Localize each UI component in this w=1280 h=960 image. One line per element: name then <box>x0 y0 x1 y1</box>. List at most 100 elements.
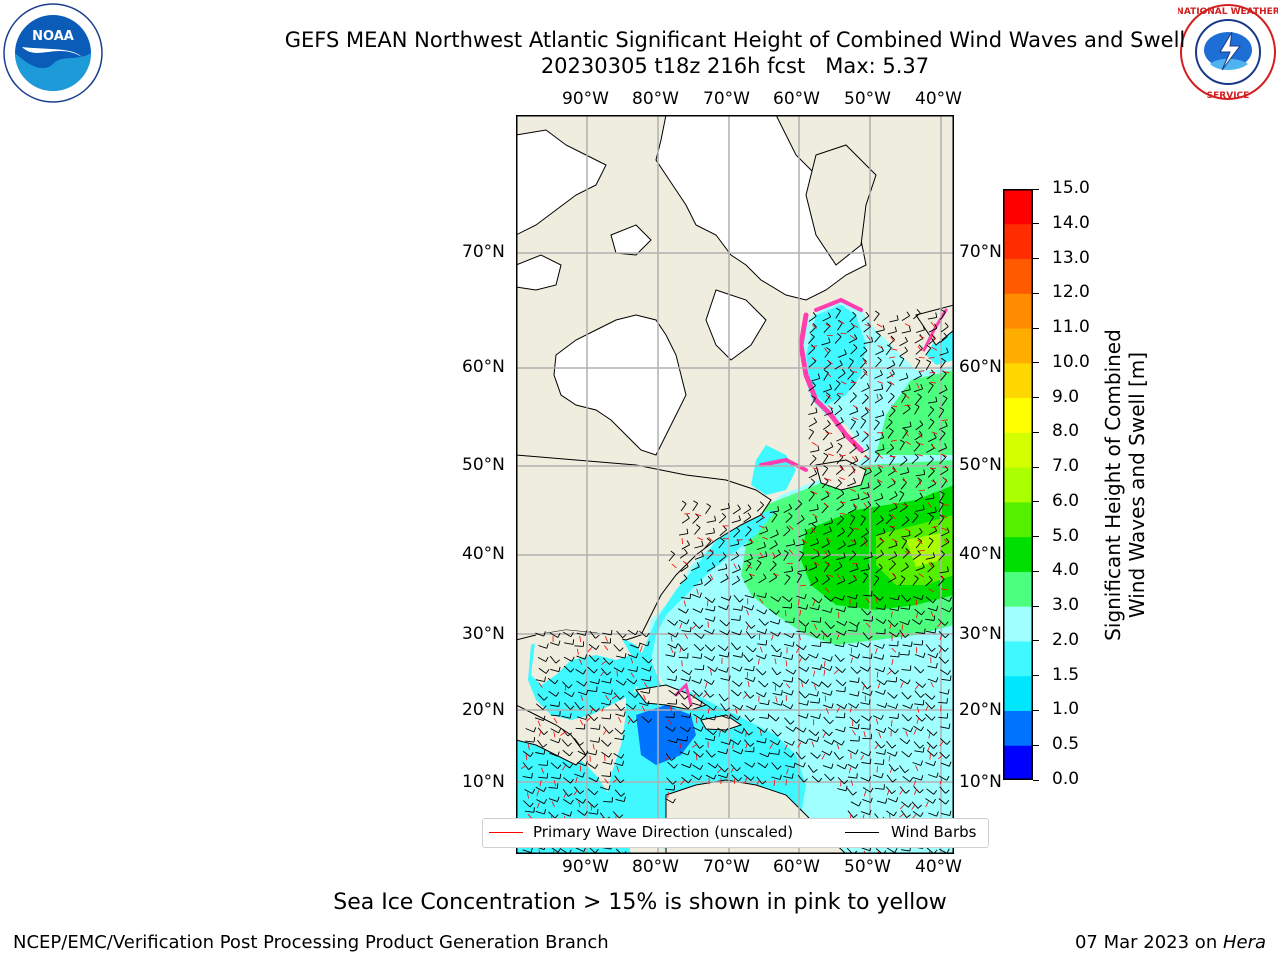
wind-barb <box>538 667 547 674</box>
footer-producer: NCEP/EMC/Verification Post Processing Pr… <box>13 932 609 953</box>
wind-barb-flag <box>700 726 704 732</box>
lat-label-left-60n: 60°N <box>462 357 505 377</box>
colorbar-tick-mark <box>1033 675 1039 677</box>
wave-direction-arrow <box>825 561 831 567</box>
wave-direction-arrow <box>630 657 634 664</box>
legend-wave-direction-swatch <box>489 832 523 833</box>
wind-barb-flag <box>750 776 755 781</box>
wind-barb <box>808 481 816 489</box>
wind-barb <box>781 595 790 603</box>
wind-barb-flag <box>891 790 896 795</box>
wind-barb <box>807 764 814 773</box>
wind-barb <box>847 482 856 487</box>
wind-barb <box>769 752 779 755</box>
wind-barb-flag <box>805 656 810 661</box>
wind-barb <box>823 739 833 745</box>
wind-barb-flag <box>811 395 816 399</box>
wave-direction-arrow <box>671 563 677 569</box>
wind-barb <box>809 607 819 611</box>
wind-barb-flag <box>947 670 951 675</box>
wind-barb <box>681 763 690 769</box>
wind-barb <box>873 313 880 322</box>
wind-barb <box>757 680 766 688</box>
wind-barb <box>771 654 781 658</box>
wind-barb-flag <box>816 504 819 510</box>
wave-direction-arrow <box>927 744 931 751</box>
wave-direction-arrow <box>580 694 584 701</box>
wind-barb-flag <box>739 630 743 636</box>
wind-barb-flag <box>825 392 831 396</box>
wind-barb <box>627 669 637 672</box>
wind-barb-flag <box>791 690 794 696</box>
wave-direction-arrow <box>759 513 766 519</box>
map-frame <box>515 114 955 859</box>
wind-barb <box>886 810 895 817</box>
wave-direction-arrow <box>918 478 922 485</box>
wave-direction-arrow <box>848 767 852 774</box>
wind-barb-flag <box>827 683 832 688</box>
wave-direction-arrow <box>758 525 765 529</box>
wind-barb-flag <box>841 668 846 673</box>
wind-barb <box>863 326 871 333</box>
wind-barb-flag <box>596 809 599 815</box>
wind-barb-flag <box>931 369 935 375</box>
wind-barb-flag <box>764 628 768 634</box>
wind-barb <box>940 531 950 537</box>
wind-barb <box>939 493 945 502</box>
wind-barb <box>824 621 832 629</box>
wave-direction-arrow <box>891 647 897 653</box>
wave-direction-arrow <box>941 514 948 519</box>
wave-direction-arrow <box>889 622 892 630</box>
wave-direction-arrow <box>746 624 749 631</box>
colorbar-tick-label: 13.0 <box>1052 247 1090 268</box>
wind-barb <box>680 503 687 512</box>
wind-barb <box>888 507 898 512</box>
wind-barb <box>927 316 937 320</box>
wave-direction-arrow <box>928 588 935 593</box>
wave-direction-arrow <box>863 540 868 546</box>
lat-label-right-20n: 20°N <box>959 700 1002 720</box>
wind-barb-flag <box>868 751 872 757</box>
wind-barb-flag <box>840 489 845 494</box>
wind-barb <box>678 619 688 625</box>
wind-barb-flag <box>610 759 613 765</box>
wave-direction-arrow <box>942 466 949 469</box>
wind-barb-flag <box>842 595 845 601</box>
wind-barb-flag <box>818 598 823 604</box>
wind-barb-flag <box>940 309 946 313</box>
wind-barb <box>523 800 531 808</box>
wave-direction-arrow <box>527 792 529 799</box>
wave-direction-arrow <box>813 561 820 566</box>
wind-barb-flag <box>881 432 885 438</box>
wind-barb-flag <box>777 631 781 637</box>
wind-barb <box>875 632 885 635</box>
wind-barb <box>550 762 558 770</box>
wind-barb-flag <box>724 697 729 702</box>
wind-barb <box>694 527 701 535</box>
wind-barb <box>783 633 793 639</box>
wind-barb <box>600 702 610 706</box>
wind-barb-flag <box>726 604 729 610</box>
wind-barb <box>912 578 919 586</box>
wind-barb <box>900 594 908 602</box>
wind-barb-flag <box>945 754 950 759</box>
wind-barb <box>822 432 830 441</box>
wave-direction-arrow <box>618 716 622 723</box>
wind-barb <box>938 389 948 395</box>
wind-barb-flag <box>557 751 560 757</box>
wind-barb <box>912 762 922 766</box>
wind-barb-flag <box>582 772 585 778</box>
wind-barb-flag <box>877 480 881 485</box>
wind-barb <box>849 410 858 416</box>
wind-barb <box>808 473 818 479</box>
wind-barb-flag <box>726 621 731 627</box>
wave-direction-arrow <box>890 439 897 442</box>
wave-direction-arrow <box>853 527 860 530</box>
wind-barb-flag <box>903 428 908 432</box>
wind-barb <box>821 666 831 672</box>
wind-barb <box>939 433 946 441</box>
wave-direction-arrow <box>667 792 669 799</box>
wind-barb-flag <box>869 758 872 764</box>
wind-barb-flag <box>843 779 849 785</box>
wind-barb <box>876 532 886 536</box>
